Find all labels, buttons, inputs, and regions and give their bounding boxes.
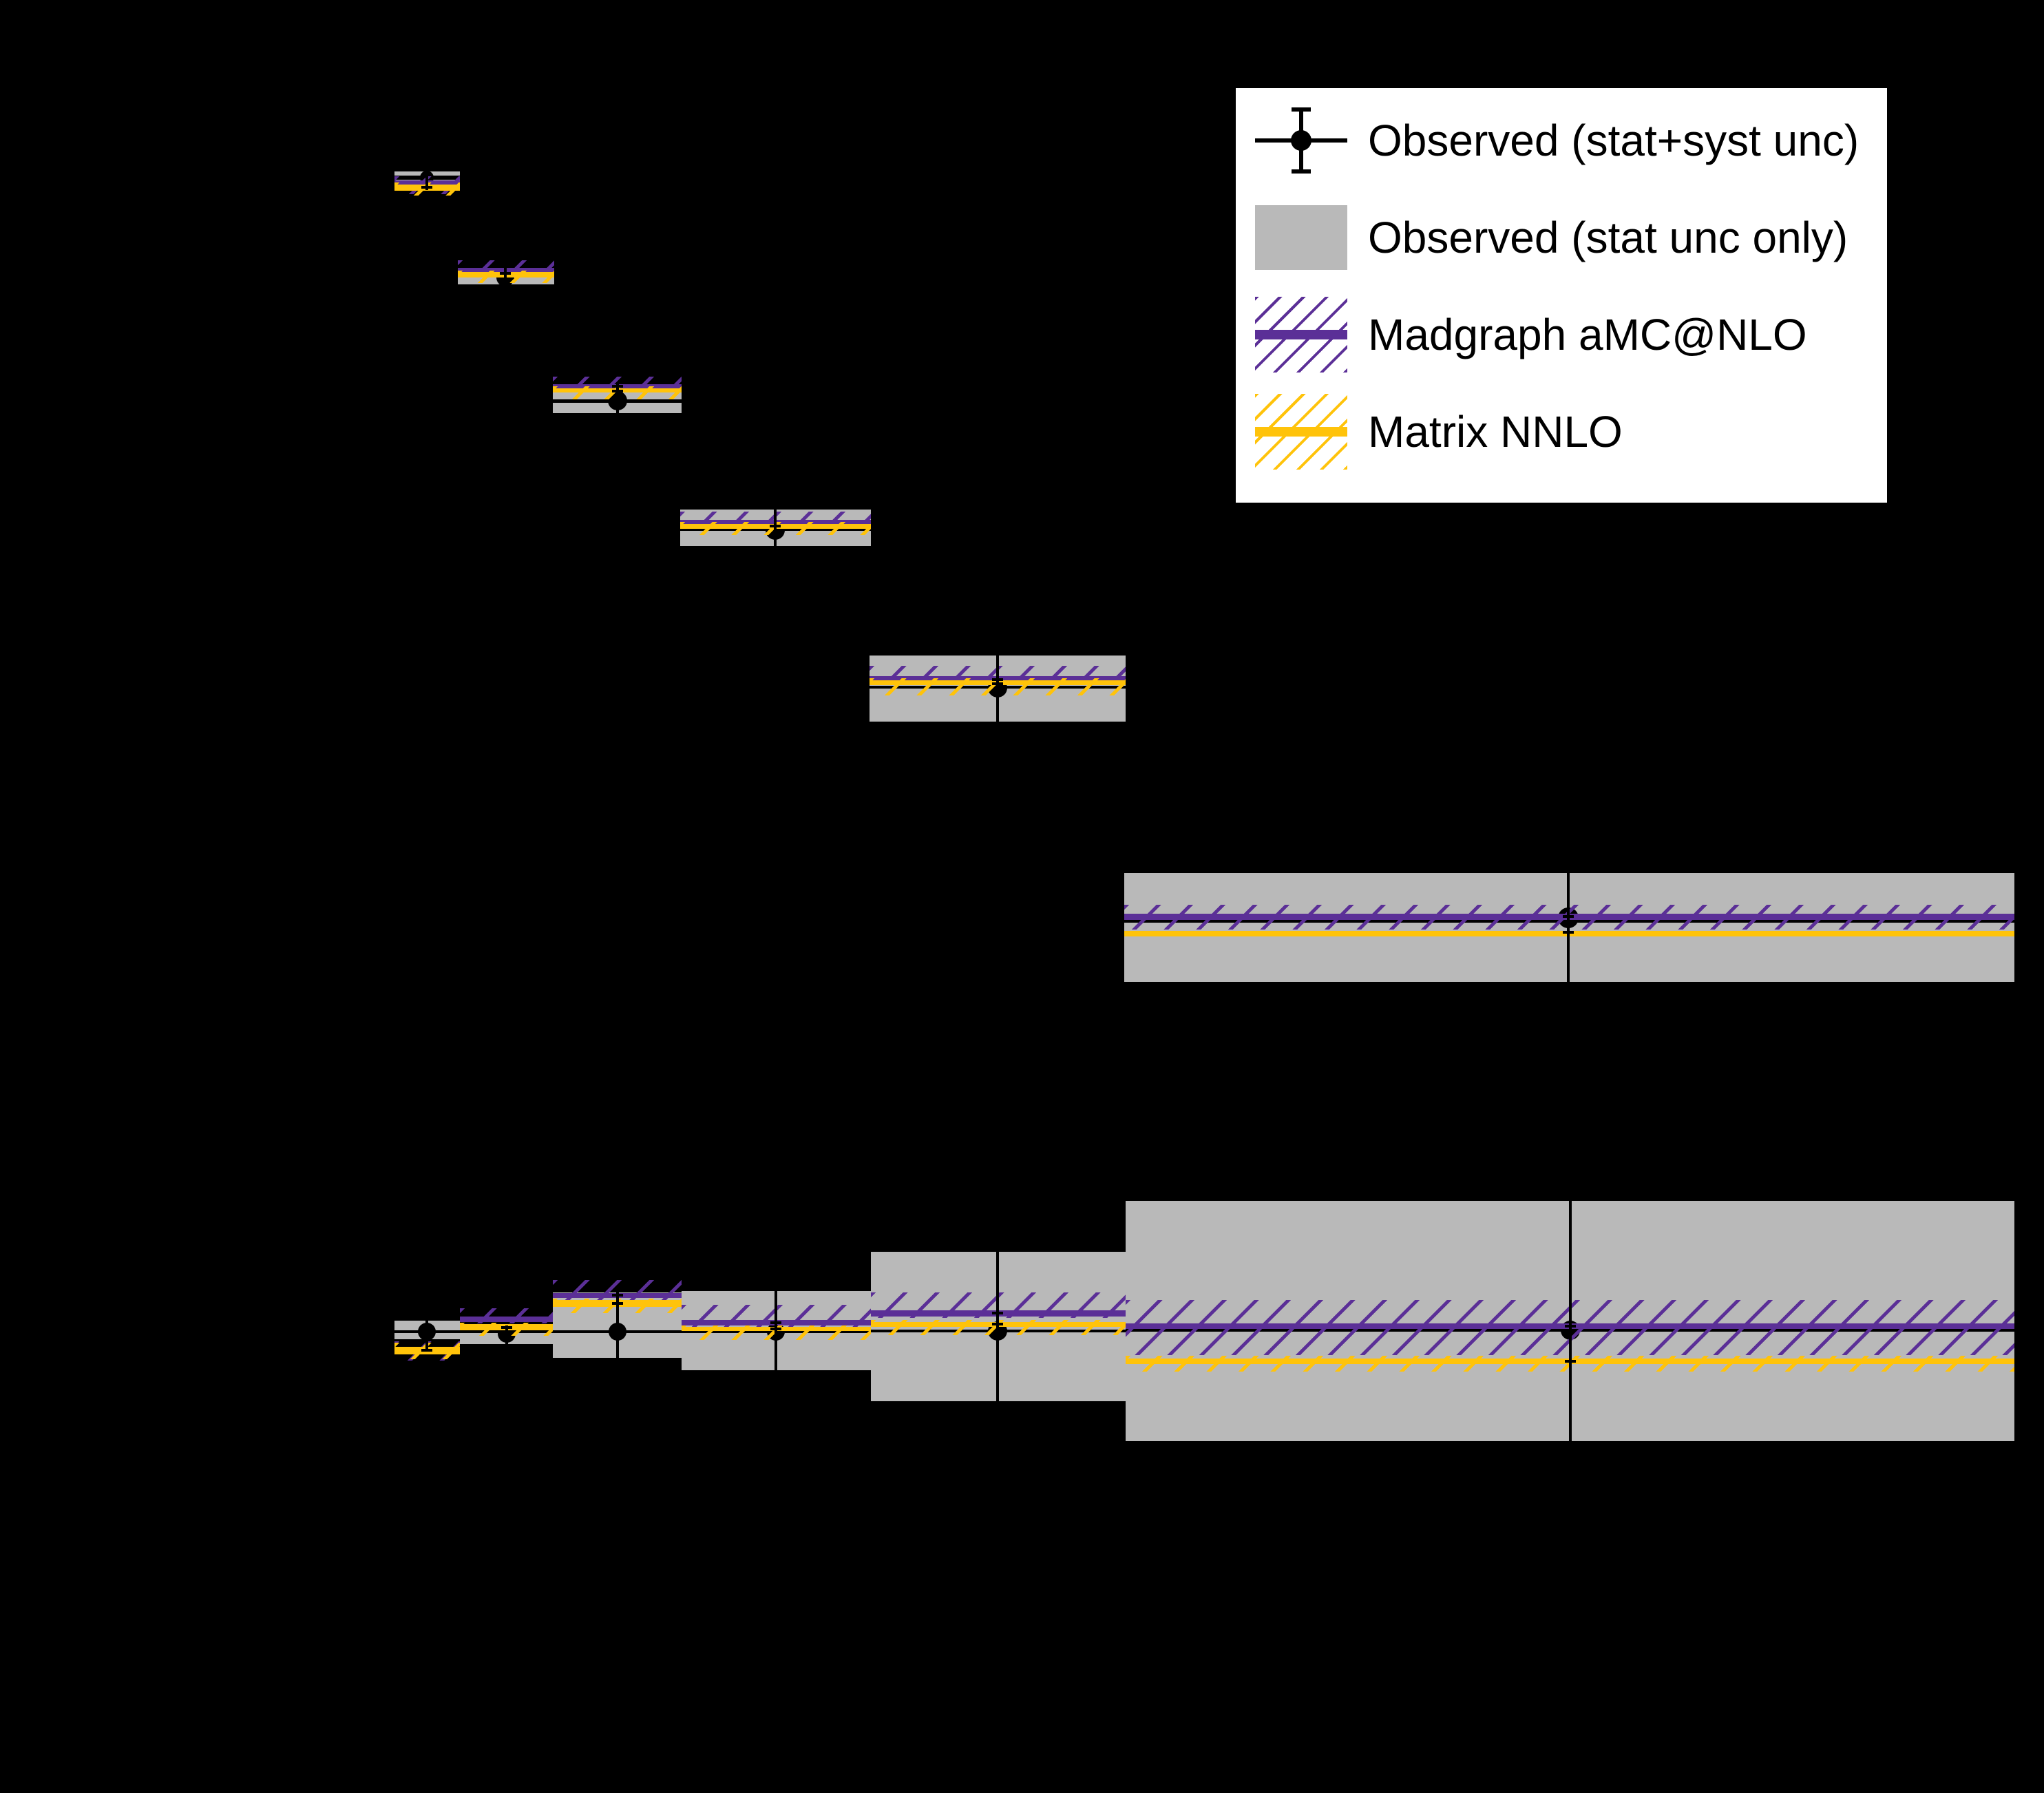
error-cap	[612, 1294, 623, 1297]
data-error-vline	[1569, 1201, 1572, 1441]
error-cap	[500, 272, 511, 275]
error-cap	[421, 186, 432, 189]
error-cap	[612, 390, 623, 392]
error-cap	[1563, 915, 1574, 918]
madgraph-line	[460, 1317, 554, 1322]
legend-stat-box-swatch	[1255, 205, 1347, 270]
data-error-vline	[425, 1321, 428, 1351]
legend-label: Observed (stat+syst unc)	[1368, 116, 1859, 165]
legend: Observed (stat+syst unc) Observed (stat u…	[1236, 88, 1887, 503]
legend-marker-cap-top	[1292, 107, 1311, 112]
error-cap	[612, 385, 623, 388]
data-error-vline	[996, 656, 999, 722]
data-error-vline	[616, 384, 619, 417]
legend-label: Observed (stat unc only)	[1368, 213, 1848, 262]
data-error-vline	[425, 167, 428, 190]
data-error-vline	[1567, 873, 1570, 982]
error-cap	[992, 682, 1003, 685]
data-error-vline	[996, 1252, 999, 1401]
error-cap	[1563, 931, 1574, 934]
error-cap	[1565, 1325, 1576, 1328]
legend-observed-marker-icon	[1291, 130, 1311, 151]
error-cap	[612, 1302, 623, 1305]
error-cap	[1565, 1360, 1576, 1363]
error-cap	[992, 1323, 1003, 1325]
data-error-vline	[774, 510, 777, 546]
legend-marker-cap-bottom	[1292, 169, 1311, 174]
error-cap	[770, 1328, 781, 1330]
error-cap	[992, 678, 1003, 681]
legend-label: Madgraph aMC@NLO	[1368, 310, 1807, 359]
error-cap	[421, 1349, 432, 1352]
data-error-vline	[505, 1325, 508, 1347]
error-cap	[770, 1321, 781, 1324]
data-error-vline	[504, 267, 507, 289]
legend-madgraph-line-swatch	[1255, 330, 1347, 339]
legend-matrix-line-swatch	[1255, 427, 1347, 437]
data-error-vline	[775, 1291, 777, 1370]
error-cap	[770, 525, 781, 527]
legend-label: Matrix NNLO	[1368, 407, 1623, 457]
data-error-vline	[616, 1292, 619, 1358]
error-cap	[992, 1312, 1003, 1314]
error-cap	[501, 1326, 512, 1329]
